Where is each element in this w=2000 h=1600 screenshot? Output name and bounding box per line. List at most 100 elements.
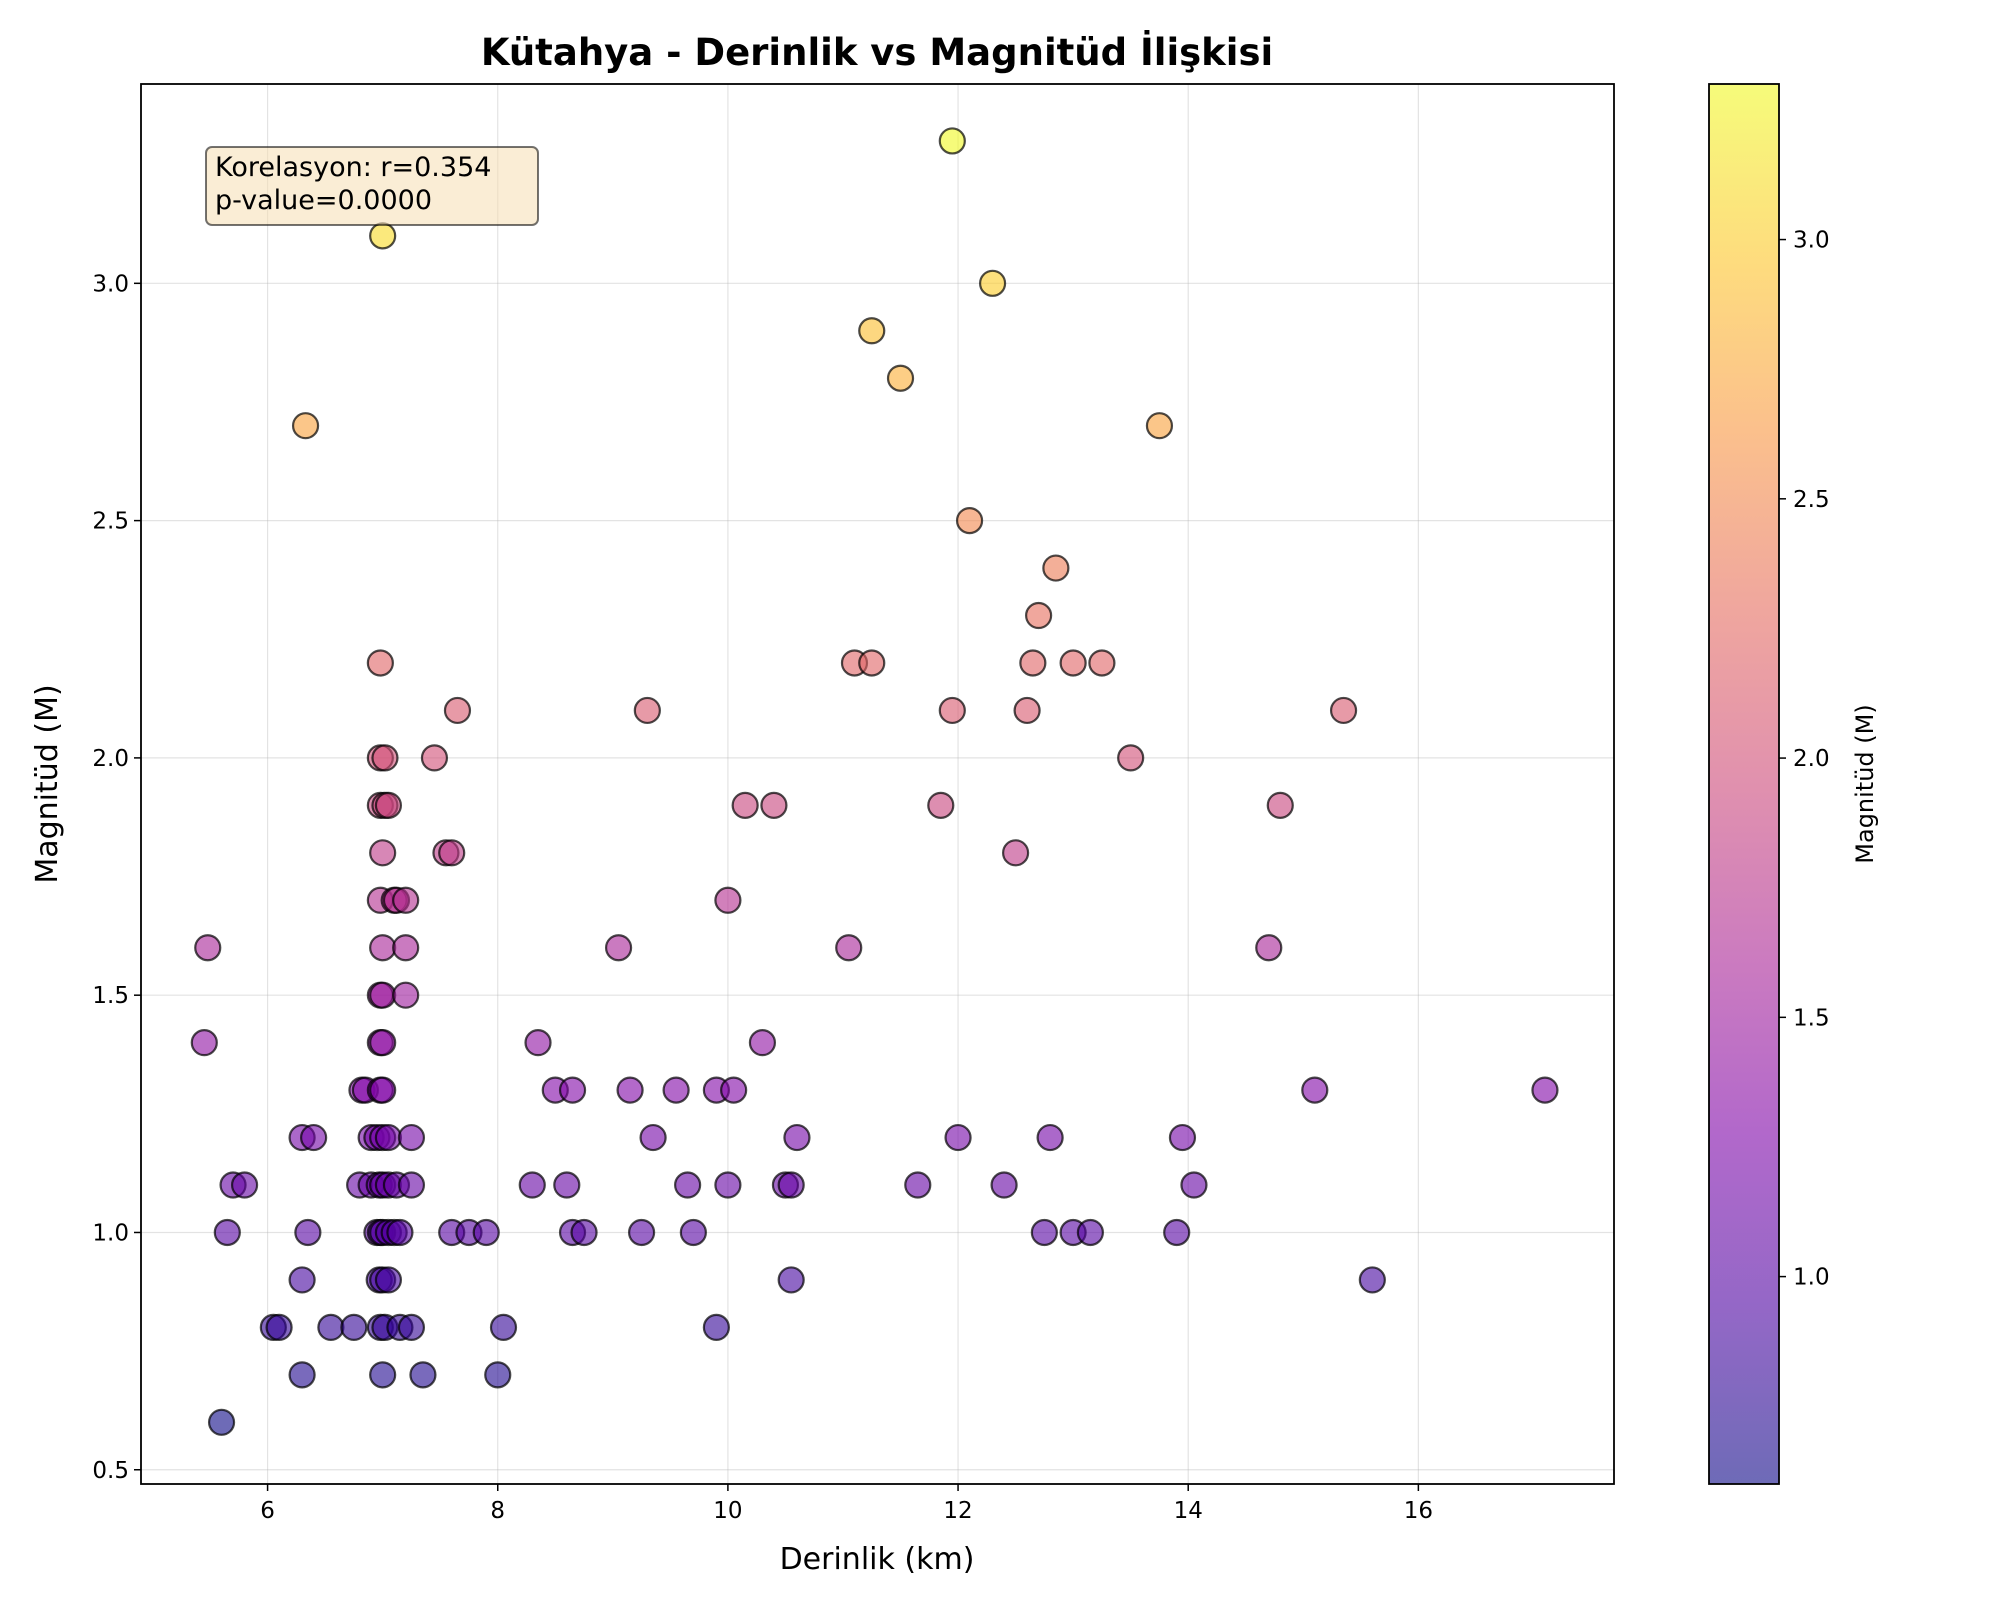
data-point <box>265 1313 293 1341</box>
data-point <box>702 1313 730 1341</box>
data-point <box>369 1361 397 1389</box>
data-point <box>858 317 886 345</box>
data-point <box>1088 649 1116 677</box>
data-point <box>1168 1123 1197 1152</box>
data-point <box>990 1171 1018 1199</box>
y-tick-label: 1.5 <box>92 983 129 1009</box>
data-point <box>213 1218 241 1247</box>
data-point <box>835 934 863 962</box>
x-tick-label: 10 <box>713 1498 742 1524</box>
data-point <box>616 1076 644 1104</box>
data-point <box>783 1123 811 1152</box>
data-point <box>374 1123 403 1152</box>
data-points <box>190 127 1559 1436</box>
data-point <box>369 934 397 962</box>
colorbar-ticks: 1.0 1.5 2.0 2.5 3.0 <box>1779 228 1830 1291</box>
data-point <box>1025 601 1053 630</box>
data-point <box>1301 1076 1329 1104</box>
data-point <box>518 1171 546 1199</box>
data-point <box>955 507 984 535</box>
x-tick-label: 6 <box>260 1498 275 1524</box>
data-point <box>230 1171 259 1199</box>
data-point <box>369 222 397 250</box>
annotation-line-1: Korelasyon: r=0.354 <box>215 152 491 183</box>
data-point <box>291 412 320 440</box>
y-axis-title: Magnitüd (M) <box>30 684 65 883</box>
data-point <box>392 886 420 914</box>
data-point <box>1145 412 1174 440</box>
data-point <box>627 1218 656 1247</box>
colorbar-tick-label: 1.5 <box>1793 1005 1830 1031</box>
data-point <box>374 1266 403 1294</box>
y-tick-label: 0.5 <box>92 1458 129 1484</box>
data-point <box>420 744 449 772</box>
data-point <box>369 1029 397 1057</box>
data-point <box>443 696 472 725</box>
x-tick-label: 14 <box>1174 1498 1203 1524</box>
data-point <box>288 1266 316 1294</box>
colorbar-tick-label: 1.0 <box>1793 1265 1830 1291</box>
colorbar-frame <box>1708 83 1780 1485</box>
data-point <box>927 791 955 819</box>
data-point <box>484 1361 512 1389</box>
data-point <box>731 791 759 819</box>
data-point <box>371 744 399 772</box>
colorbar-tick-label: 2.5 <box>1793 487 1830 513</box>
y-axis-ticks: 0.5 1.0 1.5 2.0 2.5 3.0 <box>92 271 141 1484</box>
data-point <box>300 1123 328 1152</box>
data-point <box>472 1218 500 1247</box>
x-tick-label: 8 <box>490 1498 505 1524</box>
data-point <box>604 934 633 962</box>
plot-frame <box>140 83 1615 1485</box>
data-point <box>679 1218 707 1247</box>
data-point <box>1013 696 1041 725</box>
data-point <box>662 1076 690 1104</box>
data-point <box>369 839 397 867</box>
data-point <box>397 1123 426 1152</box>
data-point <box>570 1218 598 1247</box>
data-point <box>886 364 915 392</box>
data-point <box>1076 1218 1104 1247</box>
data-point <box>374 791 403 819</box>
data-point <box>392 981 420 1009</box>
x-tick-label: 16 <box>1404 1498 1433 1524</box>
data-point <box>1255 934 1283 962</box>
data-point <box>489 1313 518 1341</box>
data-point <box>190 1029 218 1057</box>
data-point <box>760 791 788 819</box>
data-point <box>317 1313 345 1341</box>
data-point <box>288 1361 316 1389</box>
data-point <box>978 269 1007 297</box>
data-point <box>1358 1266 1386 1294</box>
colorbar-title: Magnitüd (M) <box>1851 704 1879 863</box>
data-point <box>714 886 742 914</box>
data-point <box>777 1171 805 1199</box>
data-point <box>1019 649 1047 677</box>
chart-title: Kütahya - Derinlik vs Magnitüd İlişkisi <box>481 30 1273 74</box>
colorbar: 1.0 1.5 2.0 2.5 3.0 Magnitüd (M) <box>1708 83 1879 1485</box>
data-point <box>639 1123 667 1152</box>
data-point <box>392 934 420 962</box>
data-point <box>633 696 661 725</box>
data-point <box>714 1171 742 1199</box>
data-point <box>748 1029 777 1057</box>
y-tick-label: 1.0 <box>92 1220 129 1246</box>
annotation-line-2: p-value=0.0000 <box>215 185 432 216</box>
correlation-annotation: Korelasyon: r=0.354 p-value=0.0000 <box>205 146 539 226</box>
data-point <box>294 1218 322 1247</box>
data-point <box>194 934 222 962</box>
x-axis-ticks: 6 8 10 12 14 16 <box>260 1484 1433 1524</box>
data-point <box>1531 1076 1559 1104</box>
data-point <box>777 1266 805 1294</box>
data-point <box>438 839 466 867</box>
y-tick-label: 2.0 <box>92 746 129 772</box>
data-point <box>366 649 394 677</box>
data-point <box>1042 554 1070 582</box>
data-point <box>944 1123 972 1152</box>
x-tick-label: 12 <box>943 1498 972 1524</box>
data-point <box>340 1313 368 1341</box>
data-point <box>1030 1218 1058 1247</box>
data-point <box>397 1171 426 1199</box>
y-tick-label: 3.0 <box>92 271 129 297</box>
